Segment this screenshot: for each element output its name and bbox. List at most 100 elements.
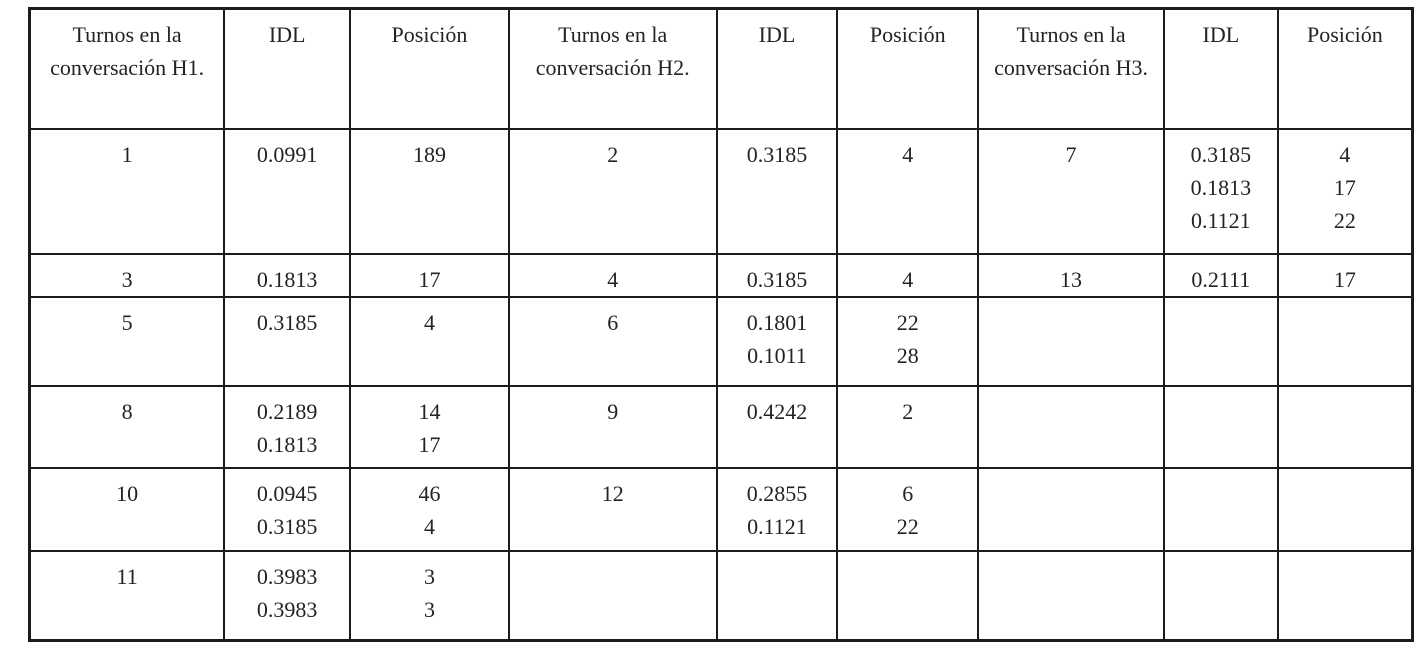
table-cell: 9 <box>507 384 718 469</box>
cell-value: 8 <box>121 398 133 424</box>
cell-value: 0.0991 <box>256 141 318 167</box>
cell-value: 0.1813 <box>256 266 318 292</box>
table-cell <box>1276 384 1414 469</box>
cell-value: 28 <box>896 342 919 368</box>
table-cell: 46 4 <box>349 466 510 552</box>
table-cell: 8 <box>28 384 226 469</box>
cell-value: 0.2189 <box>256 398 318 424</box>
cell-value: 17 <box>418 266 441 292</box>
table-row: 11 0.3983 0.3983 3 3 <box>28 549 1414 642</box>
cell-value: 22 <box>1333 207 1356 233</box>
cell-value: 4 <box>902 266 914 292</box>
cell-value: 46 <box>418 480 441 506</box>
table-cell: 0.3185 <box>715 127 839 255</box>
table-cell: 5 <box>28 295 226 387</box>
table-cell: 17 <box>1276 252 1414 298</box>
table-cell: 3 <box>28 252 226 298</box>
cell-value: 10 <box>116 480 139 506</box>
cell-value: 0.3185 <box>1190 141 1252 167</box>
cell-value: 0.3983 <box>256 596 318 622</box>
table-body: 1 0.0991 189 2 0.3185 4 7 0.3185 0.1813 0.1121 4 17… <box>28 127 1414 642</box>
table-cell <box>1276 466 1414 552</box>
table-cell: 4 <box>836 127 980 255</box>
table-cell <box>977 466 1165 552</box>
table-cell: 11 <box>28 549 226 642</box>
cell-value: 0.3185 <box>256 513 318 539</box>
cell-value: 2 <box>607 141 619 167</box>
cell-value: 0.0945 <box>256 480 318 506</box>
cell-value: 14 <box>418 398 441 424</box>
cell-value: 3 <box>423 563 435 589</box>
table-row: 8 0.2189 0.1813 14 17 9 0.4242 2 <box>28 384 1414 469</box>
table-cell: 7 <box>977 127 1165 255</box>
column-header-turnos-h1: Turnos en la conversación H1. <box>28 7 226 130</box>
cell-value: 6 <box>607 309 619 335</box>
table-cell: 4 <box>836 252 980 298</box>
cell-value: 0.1801 <box>746 309 808 335</box>
table-cell <box>1276 295 1414 387</box>
column-header-posicion-3: Posición <box>1276 7 1414 130</box>
column-header-posicion-2: Posición <box>836 7 980 130</box>
table-cell <box>977 384 1165 469</box>
column-header-idl-1: IDL <box>223 7 352 130</box>
table-cell: 1 <box>28 127 226 255</box>
table-cell: 0.3983 0.3983 <box>223 549 352 642</box>
column-header-idl-2: IDL <box>715 7 839 130</box>
table-cell: 2 <box>507 127 718 255</box>
cell-value: 9 <box>607 398 619 424</box>
table-cell: 0.0945 0.3185 <box>223 466 352 552</box>
cell-value: 0.1011 <box>747 342 807 368</box>
cell-value: 11 <box>116 563 138 589</box>
cell-value: 6 <box>902 480 914 506</box>
cell-value: 7 <box>1065 141 1077 167</box>
cell-value: 189 <box>412 141 446 167</box>
table-cell: 4 <box>507 252 718 298</box>
cell-value: 17 <box>1333 266 1356 292</box>
table-cell: 4 17 22 <box>1276 127 1414 255</box>
cell-value: 0.2855 <box>746 480 808 506</box>
cell-value: 0.1121 <box>1190 207 1251 233</box>
cell-value: 0.1813 <box>1190 174 1252 200</box>
table-cell: 0.2111 <box>1162 252 1279 298</box>
table-cell: 0.2855 0.1121 <box>715 466 839 552</box>
table-cell: 22 28 <box>836 295 980 387</box>
cell-value: 3 <box>423 596 435 622</box>
cell-value: 4 <box>423 309 435 335</box>
cell-value: 5 <box>121 309 133 335</box>
cell-value: 4 <box>1339 141 1351 167</box>
table-cell <box>977 295 1165 387</box>
table-cell <box>1162 384 1279 469</box>
cell-value: 4 <box>423 513 435 539</box>
cell-value: 17 <box>1333 174 1356 200</box>
table-cell <box>715 549 839 642</box>
cell-value: 12 <box>601 480 624 506</box>
table-cell: 0.1813 <box>223 252 352 298</box>
table-cell: 0.4242 <box>715 384 839 469</box>
table-cell: 0.3185 <box>715 252 839 298</box>
column-header-idl-3: IDL <box>1162 7 1279 130</box>
column-header-turnos-h2: Turnos en la conversación H2. <box>507 7 718 130</box>
cell-value: 4 <box>607 266 619 292</box>
table-row: 3 0.1813 17 4 0.3185 4 13 0.2111 17 <box>28 252 1414 298</box>
table-cell: 12 <box>507 466 718 552</box>
cell-value: 0.3185 <box>256 309 318 335</box>
cell-value: 1 <box>121 141 133 167</box>
table-cell <box>836 549 980 642</box>
idl-position-table: Turnos en la conversación H1. IDL Posici… <box>28 7 1414 642</box>
cell-value: 22 <box>896 513 919 539</box>
table-cell: 6 22 <box>836 466 980 552</box>
table-row: 1 0.0991 189 2 0.3185 4 7 0.3185 0.1813 0.1121 4 17… <box>28 127 1414 255</box>
table-cell <box>507 549 718 642</box>
table-row: 10 0.0945 0.3185 46 4 12 0.2855 0.1121 6 22 <box>28 466 1414 552</box>
table-header-row: Turnos en la conversación H1. IDL Posici… <box>28 7 1414 130</box>
table-cell: 0.2189 0.1813 <box>223 384 352 469</box>
table-cell <box>1162 466 1279 552</box>
table-cell: 4 <box>349 295 510 387</box>
cell-value: 0.1813 <box>256 431 318 457</box>
cell-value: 0.1121 <box>747 513 807 539</box>
cell-value: 17 <box>418 431 441 457</box>
table-cell: 0.3185 0.1813 0.1121 <box>1162 127 1279 255</box>
table-cell: 13 <box>977 252 1165 298</box>
table-cell <box>1276 549 1414 642</box>
